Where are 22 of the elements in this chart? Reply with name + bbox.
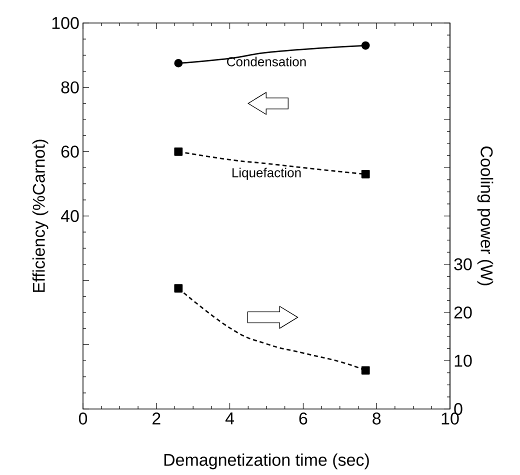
y2-axis-title: Cooling power (W) [477, 146, 494, 286]
series-label: Liquefaction [232, 168, 301, 180]
x-tick-label: 4 [225, 412, 234, 424]
series-label: Condensation [227, 56, 306, 66]
y-tick-label: 80 [61, 81, 79, 94]
x-tick-label: 2 [152, 412, 160, 424]
x-tick-label: 10 [442, 412, 459, 425]
y-tick-label: 40 [60, 210, 79, 222]
y2-tick-label: 10 [454, 354, 472, 367]
x-tick-label: 6 [299, 412, 308, 425]
point [174, 147, 183, 156]
x-axis-title: Demagnetization time (sec) [164, 453, 369, 470]
y-tick-label: 60 [61, 146, 79, 158]
x-tick-label: 8 [372, 412, 381, 425]
point [361, 170, 370, 178]
y-tick-label: 100 [52, 16, 79, 30]
y2-tick-label: 30 [454, 258, 472, 270]
y2-tick-label: 20 [454, 306, 472, 319]
point [174, 59, 183, 68]
y-axis-title: Efficiency (%Carnot) [32, 140, 48, 292]
x-tick-label: 0 [78, 412, 88, 425]
point [361, 41, 370, 50]
